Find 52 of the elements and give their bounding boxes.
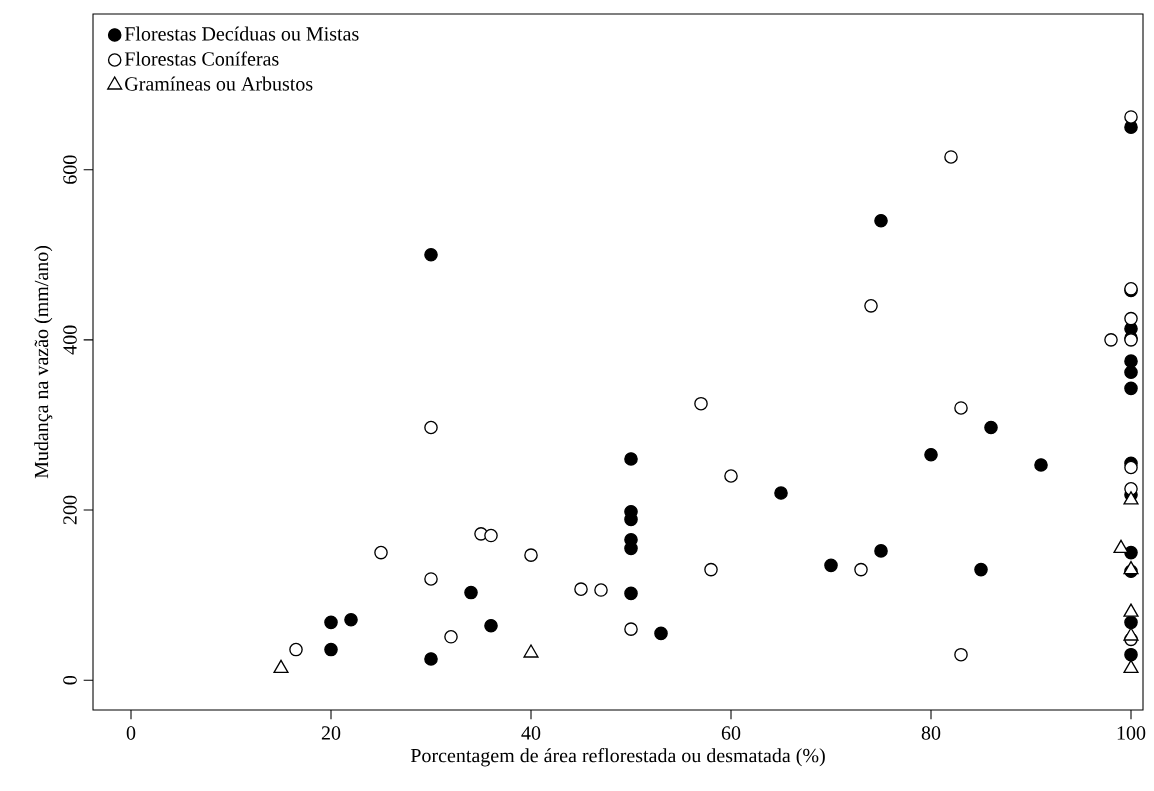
y-tick-label: 200: [63, 495, 77, 525]
point: [424, 420, 438, 435]
point: [654, 626, 668, 641]
point: [724, 469, 738, 483]
point: [924, 447, 938, 462]
point: [424, 572, 438, 586]
point: [344, 612, 358, 627]
point: [974, 562, 988, 577]
legend-label: Florestas Decíduas ou Mistas: [124, 26, 359, 41]
point: [874, 213, 888, 228]
point: [984, 420, 998, 435]
point: [464, 585, 478, 600]
point: [324, 642, 338, 657]
point: [324, 615, 338, 630]
point: [944, 150, 958, 164]
y-axis-title: Mudança na vazão (mm/ano): [34, 245, 53, 479]
x-tick-label: 20: [321, 726, 341, 740]
point: [954, 401, 968, 415]
point: [854, 562, 868, 577]
point: [424, 247, 438, 262]
point: [704, 562, 718, 577]
y-tick-label: 0: [63, 675, 77, 685]
point: [484, 618, 498, 633]
x-tick-label: 60: [721, 726, 741, 740]
point: [424, 652, 438, 666]
point: [954, 647, 968, 662]
point: [864, 299, 878, 313]
x-tick-label: 100: [1117, 726, 1146, 740]
y-tick-label: 600: [63, 155, 77, 184]
point: [374, 545, 388, 560]
x-tick-label: 40: [521, 726, 541, 740]
y-tick-label: 400: [63, 325, 77, 355]
point: [289, 642, 303, 657]
point: [444, 630, 458, 644]
point: [774, 486, 788, 500]
x-tick-label: 80: [921, 726, 941, 740]
x-axis-title: Porcentagem de área reflorestada ou desmatada (%): [410, 748, 825, 767]
point: [694, 396, 708, 411]
x-tick-label: 0: [126, 726, 136, 740]
point: [594, 583, 608, 597]
point: [524, 548, 538, 562]
point: [1034, 458, 1048, 472]
point: [874, 544, 888, 558]
point: [574, 582, 588, 596]
point: [624, 586, 638, 601]
point: [624, 452, 638, 466]
legend-label: Florestas Coníferas: [124, 51, 279, 66]
legend-label: Gramíneas ou Arbustos: [125, 76, 313, 91]
point: [624, 622, 638, 636]
point: [824, 558, 838, 573]
point: [1104, 333, 1118, 347]
point: [484, 528, 498, 543]
